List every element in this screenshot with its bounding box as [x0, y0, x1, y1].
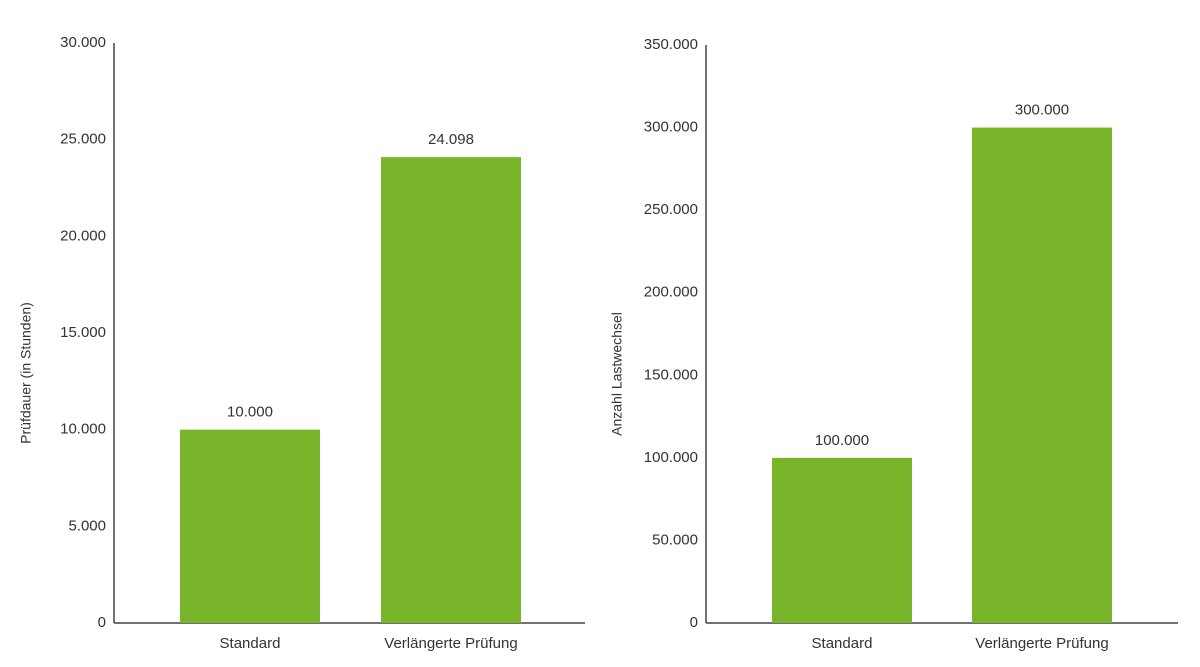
y-tick-label: 200.000 — [644, 284, 698, 301]
x-tick-label: Verlängerte Prüfung — [384, 635, 517, 652]
y-tick-label: 100.000 — [644, 449, 698, 466]
y-tick-label: 250.000 — [644, 201, 698, 218]
bar — [972, 127, 1112, 624]
y-tick-label: 25.000 — [60, 131, 106, 148]
y-tick-label: 150.000 — [644, 366, 698, 383]
value-label: 100.000 — [815, 432, 869, 449]
bar — [772, 457, 912, 623]
y-tick-label: 300.000 — [644, 119, 698, 136]
y-tick-label: 50.000 — [652, 531, 698, 548]
y-tick-label: 30.000 — [60, 34, 106, 51]
x-tick-label: Standard — [220, 635, 281, 652]
x-tick-label: Verlängerte Prüfung — [975, 635, 1108, 652]
y-tick-label: 15.000 — [60, 324, 106, 341]
y-tick-label: 0 — [98, 614, 106, 631]
value-label: 24.098 — [428, 131, 474, 148]
y-axis-label: Prüfdauer (in Stunden) — [18, 302, 34, 444]
x-tick-label: Standard — [812, 635, 873, 652]
y-tick-label: 5.000 — [68, 517, 106, 534]
y-tick-label: 0 — [690, 614, 698, 631]
y-tick-label: 20.000 — [60, 227, 106, 244]
y-tick-label: 350.000 — [644, 36, 698, 53]
bar — [381, 157, 521, 623]
y-axis-label: Anzahl Lastwechsel — [609, 312, 625, 436]
value-label: 300.000 — [1015, 102, 1069, 119]
bar — [180, 429, 320, 623]
value-label: 10.000 — [227, 404, 273, 421]
y-tick-label: 10.000 — [60, 421, 106, 438]
